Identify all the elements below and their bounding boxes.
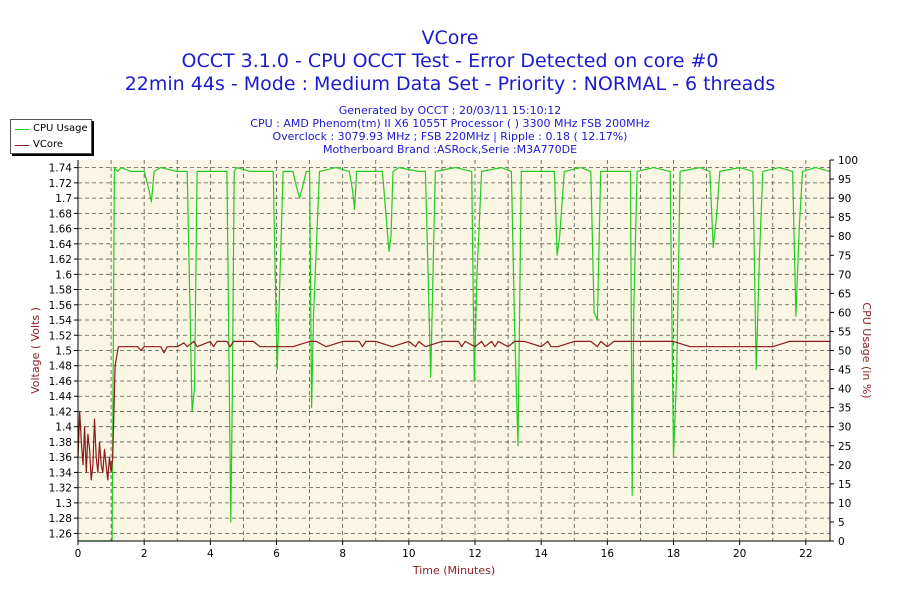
chart-subtitle-test: OCCT 3.1.0 - CPU OCCT Test - Error Detec… (181, 50, 719, 72)
y-right-tick-label: 45 (838, 365, 851, 377)
x-tick-label: 12 (468, 548, 481, 560)
legend-swatch-vcore (15, 145, 29, 146)
x-tick-label: 8 (339, 548, 346, 560)
legend-swatch-cpu-usage (15, 129, 29, 130)
y-right-tick-label: 70 (838, 269, 851, 281)
y-right-tick-label: 0 (838, 536, 845, 548)
info-overclock: Overclock : 3079.93 MHz ; FSB 220MHz | R… (272, 130, 628, 143)
y-left-tick-label: 1.68 (49, 208, 72, 220)
chart-subtitle-mode: 22min 44s - Mode : Medium Data Set - Pri… (124, 73, 776, 95)
x-tick-label: 6 (273, 548, 280, 560)
y-right-tick-label: 15 (838, 479, 851, 491)
y-left-tick-label: 1.56 (49, 300, 73, 312)
y-right-tick-label: 85 (838, 212, 851, 224)
y-right-tick-label: 60 (838, 307, 851, 319)
chart-title: VCore (421, 27, 479, 49)
series-line-cpu-usage (78, 167, 831, 542)
y-right-tick-label: 65 (838, 288, 851, 300)
y-right-tick-label: 10 (838, 498, 851, 510)
y-left-tick-label: 1.72 (49, 178, 72, 190)
y-left-tick-label: 1.58 (49, 285, 72, 297)
y-right-tick-label: 95 (838, 174, 851, 186)
x-tick-label: 18 (667, 548, 680, 560)
x-tick-label: 0 (75, 548, 82, 560)
y-left-tick-label: 1.6 (55, 269, 72, 281)
x-tick-label: 2 (141, 548, 148, 560)
y-left-tick-label: 1.44 (49, 391, 73, 403)
x-tick-label: 4 (207, 548, 214, 560)
legend-item-vcore: VCore (11, 138, 91, 152)
y-left-tick-label: 1.28 (49, 513, 72, 525)
y-right-tick-label: 30 (838, 422, 851, 434)
y-left-tick-label: 1.5 (55, 346, 72, 358)
info-motherboard: Motherboard Brand :ASRock,Serie :M3A770D… (322, 143, 578, 156)
y-right-tick-label: 80 (838, 231, 851, 243)
y-left-tick-label: 1.42 (49, 406, 72, 418)
y-left-tick-label: 1.48 (49, 361, 72, 373)
y-left-tick-label: 1.46 (49, 376, 73, 388)
x-tick-label: 14 (534, 548, 548, 560)
y-left-tick-label: 1.32 (49, 483, 72, 495)
y-right-tick-label: 100 (838, 155, 858, 167)
x-axis-label: Time (Minutes) (412, 564, 495, 577)
y-right-axis-label: CPU Usage (in %) (860, 302, 873, 398)
y-left-tick-label: 1.66 (49, 224, 73, 236)
info-generated: Generated by OCCT : 20/03/11 15:10:12 (338, 104, 562, 117)
y-left-tick-label: 1.36 (49, 452, 73, 464)
y-left-axis-label: Voltage ( Volts ) (29, 307, 42, 394)
y-left-tick-label: 1.4 (55, 422, 72, 434)
y-left-tick-label: 1.62 (49, 254, 72, 266)
y-left-tick-label: 1.54 (49, 315, 73, 327)
y-left-tick-label: 1.64 (49, 239, 73, 251)
y-right-tick-label: 35 (838, 403, 851, 415)
y-left-tick-label: 1.52 (49, 330, 72, 342)
y-right-tick-label: 90 (838, 193, 851, 205)
chart-legend: CPU Usage VCore (10, 119, 92, 154)
y-left-tick-label: 1.7 (55, 193, 72, 205)
y-right-tick-label: 50 (838, 346, 851, 358)
y-left-tick-label: 1.3 (55, 498, 72, 510)
y-right-tick-label: 5 (838, 517, 845, 529)
y-left-tick-label: 1.34 (49, 467, 73, 479)
info-cpu: CPU : AMD Phenom(tm) II X6 1055T Process… (250, 117, 650, 130)
legend-label-cpu-usage: CPU Usage (33, 123, 88, 134)
y-left-tick-label: 1.74 (49, 163, 73, 175)
x-tick-label: 10 (402, 548, 415, 560)
x-tick-label: 16 (601, 548, 615, 560)
x-tick-label: 22 (799, 548, 812, 560)
series-line-vcore (77, 340, 830, 481)
y-right-tick-label: 75 (838, 250, 851, 262)
y-right-tick-label: 20 (838, 460, 851, 472)
x-tick-label: 20 (733, 548, 746, 560)
y-right-tick-label: 55 (838, 326, 851, 338)
y-left-tick-label: 1.26 (49, 528, 73, 540)
y-left-tick-label: 1.38 (49, 437, 72, 449)
legend-item-cpu-usage: CPU Usage (11, 122, 91, 136)
y-right-tick-label: 25 (838, 441, 851, 453)
y-right-tick-label: 40 (838, 384, 851, 396)
legend-label-vcore: VCore (33, 139, 63, 150)
